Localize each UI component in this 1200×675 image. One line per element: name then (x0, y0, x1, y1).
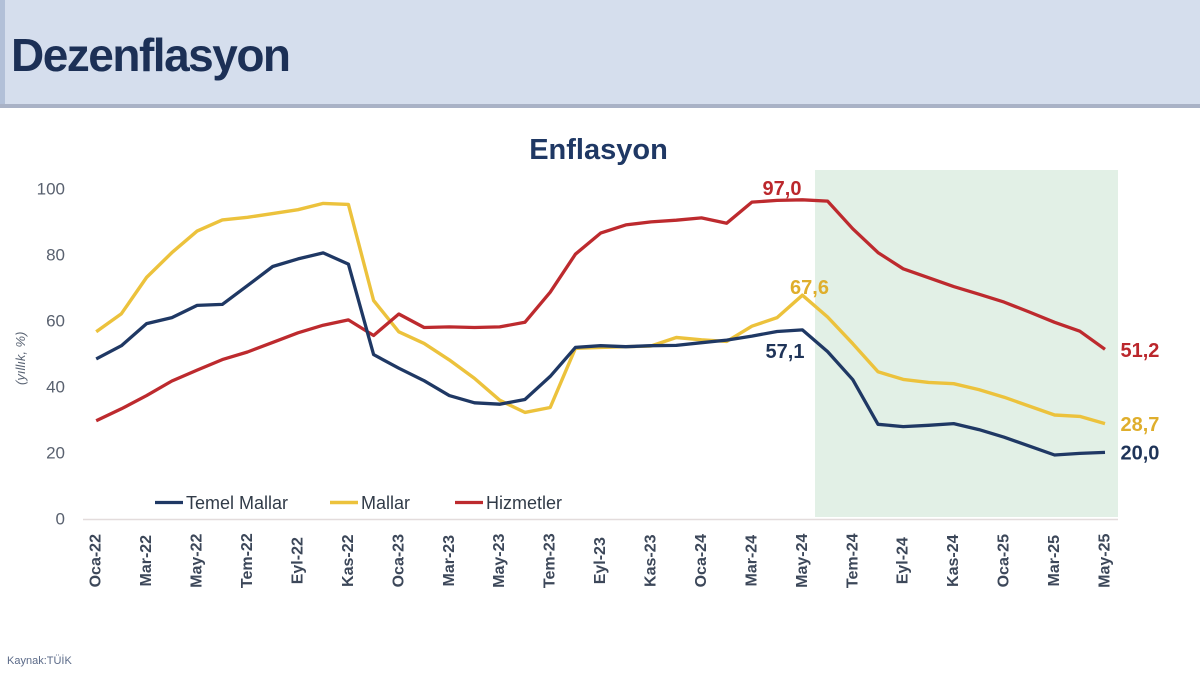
svg-text:Temel Mallar: Temel Mallar (186, 493, 288, 513)
svg-text:Tem-22: Tem-22 (239, 533, 256, 588)
svg-text:20,0: 20,0 (1121, 443, 1160, 465)
svg-text:Kas-23: Kas-23 (643, 534, 660, 587)
svg-text:Eyl-24: Eyl-24 (895, 537, 912, 584)
svg-text:0: 0 (56, 510, 65, 529)
svg-text:60: 60 (46, 311, 65, 330)
svg-text:67,6: 67,6 (790, 277, 829, 299)
svg-text:Oca-22: Oca-22 (88, 534, 105, 587)
svg-text:Hizmetler: Hizmetler (486, 493, 562, 513)
svg-text:Oca-25: Oca-25 (996, 534, 1013, 587)
svg-text:100: 100 (37, 179, 65, 198)
svg-text:97,0: 97,0 (763, 178, 802, 200)
svg-text:Mar-22: Mar-22 (138, 535, 155, 587)
svg-text:Mar-23: Mar-23 (441, 535, 458, 587)
svg-text:20: 20 (46, 444, 65, 463)
svg-text:28,7: 28,7 (1121, 414, 1160, 436)
svg-text:Oca-23: Oca-23 (390, 534, 407, 587)
svg-text:Mar-24: Mar-24 (743, 535, 760, 587)
svg-text:Tem-23: Tem-23 (542, 533, 559, 588)
svg-text:80: 80 (46, 245, 65, 264)
svg-text:57,1: 57,1 (766, 341, 805, 363)
svg-text:40: 40 (46, 377, 65, 396)
svg-text:May-24: May-24 (794, 533, 811, 587)
svg-text:Tem-24: Tem-24 (844, 533, 861, 588)
svg-text:May-23: May-23 (491, 533, 508, 587)
svg-text:Eyl-23: Eyl-23 (592, 537, 609, 584)
svg-text:Mar-25: Mar-25 (1046, 535, 1063, 587)
svg-text:May-25: May-25 (1097, 533, 1114, 587)
svg-text:Kas-22: Kas-22 (340, 534, 357, 587)
svg-text:51,2: 51,2 (1121, 340, 1160, 362)
svg-text:Eyl-22: Eyl-22 (290, 537, 307, 584)
svg-text:Mallar: Mallar (361, 493, 410, 513)
svg-text:Oca-24: Oca-24 (693, 534, 710, 587)
svg-text:May-22: May-22 (189, 533, 206, 587)
svg-text:Kas-24: Kas-24 (945, 534, 962, 587)
